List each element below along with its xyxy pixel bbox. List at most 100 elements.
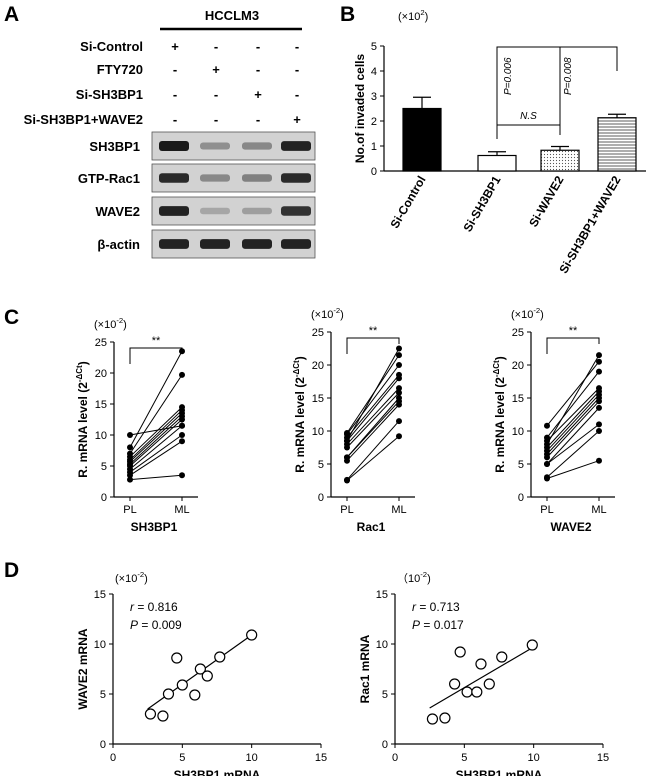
blot-band bbox=[200, 207, 230, 215]
pair-line bbox=[129, 351, 183, 448]
y-axis-label: Rac1 mRNA bbox=[358, 634, 372, 703]
y-tick-label: 15 bbox=[312, 393, 324, 405]
point-ml bbox=[596, 352, 602, 359]
pair-line bbox=[546, 460, 600, 479]
sig-label: ** bbox=[569, 325, 578, 337]
pair-line bbox=[546, 407, 600, 465]
blot-band bbox=[281, 239, 311, 249]
blot-band bbox=[159, 239, 189, 249]
pair-line bbox=[129, 474, 183, 481]
condition-sign: - bbox=[173, 112, 177, 127]
pair-line bbox=[129, 374, 183, 454]
pair-line bbox=[346, 348, 400, 442]
y-tick-label: 20 bbox=[95, 368, 107, 380]
gene-label: SH3BP1 bbox=[131, 520, 178, 534]
point-ml bbox=[396, 345, 402, 352]
condition-sign: - bbox=[214, 39, 218, 54]
y-tick-label: 10 bbox=[376, 639, 388, 651]
y-axis-label: R. mRNA level (2-ΔCt) bbox=[292, 356, 307, 472]
pair-line bbox=[346, 404, 400, 462]
x-tick-label: 5 bbox=[179, 752, 185, 764]
bar bbox=[597, 117, 637, 172]
pair-line bbox=[129, 416, 183, 465]
y-axis-label: R. mRNA level (2-ΔCt) bbox=[75, 361, 90, 477]
blot-band bbox=[281, 206, 311, 216]
point-pl bbox=[127, 432, 133, 438]
y-tick-label: 25 bbox=[512, 327, 524, 339]
blot-band bbox=[159, 141, 189, 151]
blot-band bbox=[200, 174, 230, 182]
y-tick-label: 0 bbox=[382, 739, 388, 751]
annotation-ns: N.S bbox=[520, 111, 537, 122]
x-tick-label: ML bbox=[591, 504, 606, 516]
gene-label: Rac1 bbox=[357, 520, 386, 534]
condition-sign: - bbox=[214, 112, 218, 127]
band-label: SH3BP1 bbox=[89, 139, 140, 154]
gene-label: WAVE2 bbox=[550, 520, 591, 534]
scatter-point bbox=[449, 678, 461, 690]
point-ml bbox=[396, 371, 402, 378]
point-pl bbox=[544, 422, 550, 429]
point-ml bbox=[596, 385, 602, 392]
point-ml bbox=[179, 432, 185, 438]
condition-sign: - bbox=[295, 62, 299, 77]
y-tick-label: 15 bbox=[94, 589, 106, 601]
condition-sign: - bbox=[256, 39, 260, 54]
condition-label: Si-SH3BP1+WAVE2 bbox=[24, 112, 143, 127]
y-tick-label: 4 bbox=[371, 66, 377, 78]
p-value: P = 0.009 bbox=[130, 618, 182, 632]
y-tick-label: 0 bbox=[101, 492, 107, 504]
blot-band bbox=[200, 239, 230, 249]
pair-line bbox=[129, 406, 183, 458]
sig-label: ** bbox=[152, 335, 161, 347]
fit-line bbox=[429, 646, 534, 709]
y-tick-label: 10 bbox=[95, 430, 107, 442]
band-label: GTP-Rac1 bbox=[78, 171, 140, 186]
y-axis-label: R. mRNA level (2-ΔCt) bbox=[492, 356, 507, 472]
pair-line bbox=[346, 392, 400, 448]
point-ml bbox=[179, 472, 185, 479]
annotation-p1: P=0.006 bbox=[503, 57, 514, 95]
scale-note: (×10-2) bbox=[311, 306, 344, 321]
band-label: WAVE2 bbox=[95, 204, 140, 219]
western-blot: HCCLM3 Si-Control + - - - FTY720 - + - - Si-SH3BP1… bbox=[24, 8, 316, 259]
x-tick-label: PL bbox=[340, 504, 353, 516]
y-tick-label: 5 bbox=[518, 459, 524, 471]
point-pl bbox=[344, 437, 350, 444]
scatter-rac1-vs-sh3bp1: 0 5 10 15 0 5 10 15 SH3BP1 mRNA Rac1 mRNA （10-2) r … bbox=[358, 570, 609, 776]
point-pl bbox=[344, 454, 350, 461]
point-ml bbox=[596, 404, 602, 411]
scatter-point bbox=[189, 689, 201, 701]
blot-band bbox=[281, 141, 311, 151]
pair-line bbox=[129, 434, 183, 473]
blot-band bbox=[281, 173, 311, 183]
pair-line bbox=[346, 435, 400, 481]
y-tick-label: 25 bbox=[312, 327, 324, 339]
invasion-bar-chart: 0 1 2 3 4 5 (×102) No.of invaded cells Si-Contro… bbox=[353, 8, 646, 276]
point-ml bbox=[596, 358, 602, 365]
pair-line bbox=[346, 387, 400, 445]
y-tick-label: 3 bbox=[371, 91, 377, 103]
pair-line bbox=[129, 419, 183, 467]
blot-band bbox=[242, 239, 272, 249]
pair-line bbox=[129, 409, 183, 461]
x-tick-label: 0 bbox=[392, 752, 398, 764]
bracket-long bbox=[496, 46, 618, 139]
point-ml bbox=[179, 404, 185, 411]
y-tick-label: 0 bbox=[100, 739, 106, 751]
pair-line bbox=[546, 400, 600, 458]
correlation-r: r = 0.816 bbox=[130, 600, 178, 614]
point-ml bbox=[396, 352, 402, 359]
condition-sign: - bbox=[256, 62, 260, 77]
scatter-point bbox=[214, 651, 226, 663]
condition-label: Si-Control bbox=[80, 39, 143, 54]
x-tick-label: 15 bbox=[597, 752, 609, 764]
scatter-point bbox=[194, 663, 206, 675]
y-tick-label: 5 bbox=[100, 689, 106, 701]
scatter-point bbox=[475, 658, 487, 670]
pair-line bbox=[546, 387, 600, 442]
y-tick-label: 10 bbox=[312, 426, 324, 438]
y-tick-label: 15 bbox=[376, 589, 388, 601]
scatter-point bbox=[454, 646, 466, 658]
